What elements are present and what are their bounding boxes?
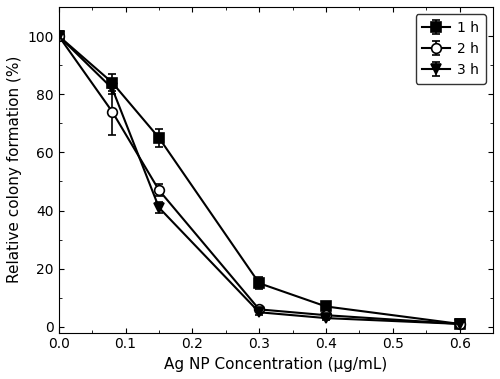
Legend: 1 h, 2 h, 3 h: 1 h, 2 h, 3 h [416, 14, 486, 84]
Y-axis label: Relative colony formation (%): Relative colony formation (%) [7, 56, 22, 283]
X-axis label: Ag NP Concentration (μg/mL): Ag NP Concentration (μg/mL) [164, 357, 388, 372]
